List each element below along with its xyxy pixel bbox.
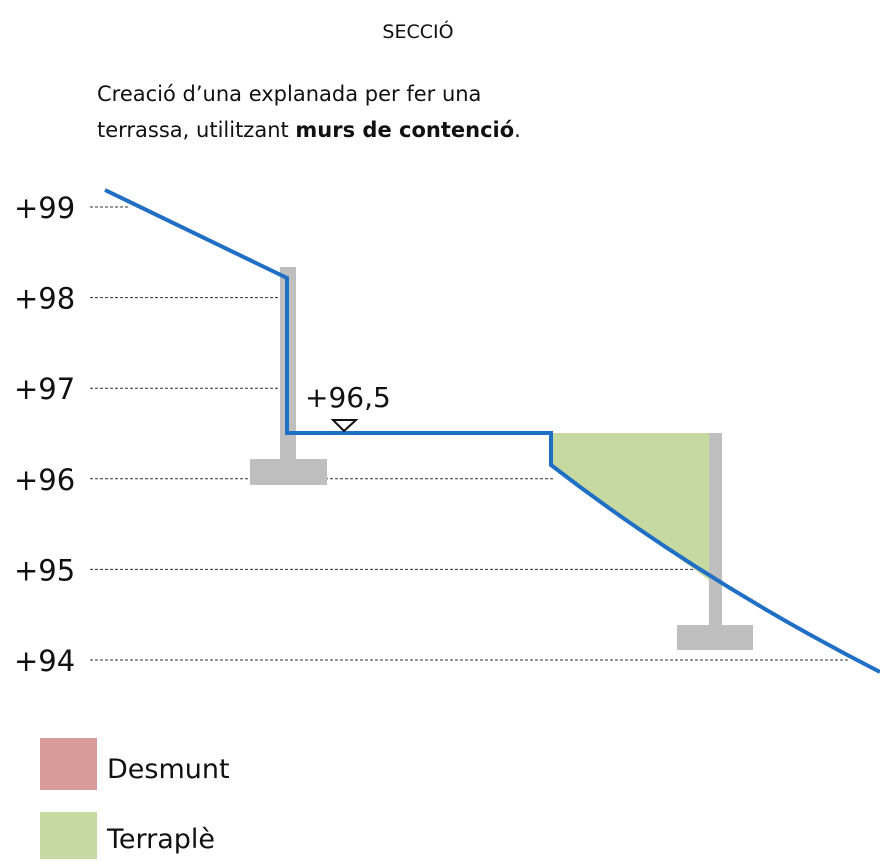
fill-area	[553, 433, 709, 580]
level-marker	[330, 419, 359, 433]
level-label: +98	[14, 282, 75, 316]
legend-label: Desmunt	[107, 754, 230, 785]
description-bold: murs de contenció	[295, 118, 514, 142]
legend-label: Terraplè	[106, 824, 215, 855]
levels: +99 +98 +97 +96 +95 +94	[14, 191, 850, 678]
legend-swatch	[40, 812, 97, 859]
level-label: +96	[14, 463, 75, 497]
wall-footing	[677, 625, 753, 650]
wall-footing	[250, 459, 327, 485]
title: SECCIÓ	[382, 19, 453, 43]
ground-line	[104, 188, 880, 674]
level-label: +97	[14, 372, 75, 406]
description-line: Creació d’una explanada per fer una	[97, 82, 481, 106]
level-label: +95	[14, 553, 75, 587]
description-text: terrassa, utilitzant	[97, 118, 295, 142]
level-label: +99	[14, 191, 75, 225]
wall	[709, 433, 722, 628]
description-end: .	[514, 118, 521, 142]
level-label: +94	[14, 644, 75, 678]
legend-swatch	[40, 738, 97, 790]
platform-level: +96,5	[305, 381, 391, 414]
description-line: terrassa, utilitzant murs de contenció.	[97, 118, 521, 142]
